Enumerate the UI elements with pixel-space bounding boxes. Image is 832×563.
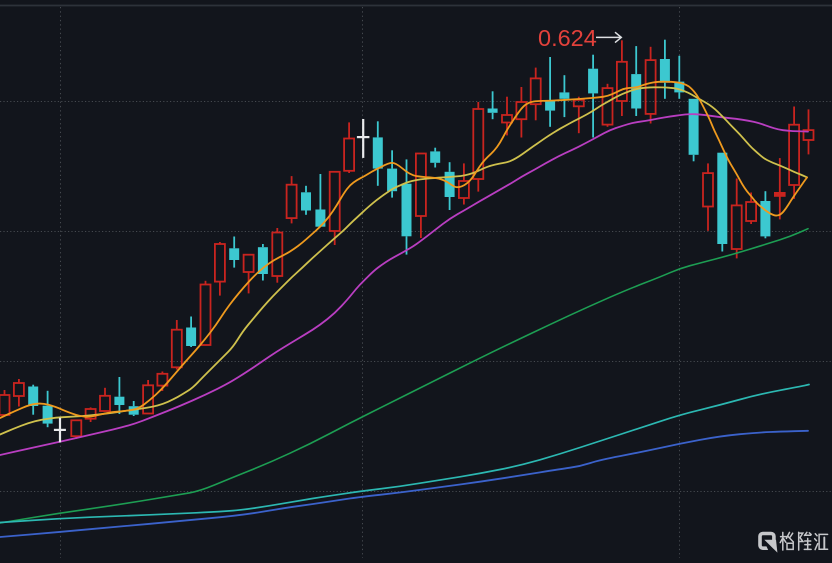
svg-text:0.624: 0.624 [538,25,597,51]
